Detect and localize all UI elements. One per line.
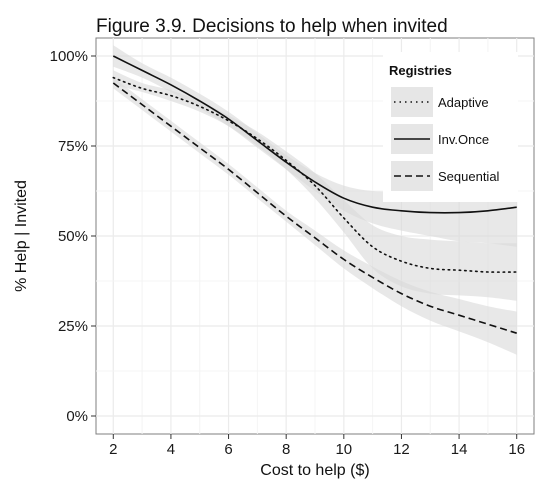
legend-label: Sequential xyxy=(438,169,500,184)
x-tick-label: 12 xyxy=(393,441,410,458)
y-tick-label: 100% xyxy=(50,48,88,65)
chart-title: Figure 3.9. Decisions to help when invit… xyxy=(96,16,448,37)
legend-title: Registries xyxy=(389,63,452,78)
x-tick-label: 14 xyxy=(451,441,468,458)
legend-item: Inv.Once xyxy=(391,124,489,154)
x-tick-label: 8 xyxy=(282,441,290,458)
legend-label: Adaptive xyxy=(438,95,489,110)
y-tick-label: 0% xyxy=(66,408,88,425)
legend: Registries Adaptive Inv.Once Sequential xyxy=(383,52,518,202)
y-tick-label: 25% xyxy=(58,318,88,335)
series-lines xyxy=(112,55,518,334)
series-line xyxy=(112,76,518,273)
axes: 2 4 6 8 10 12 14 16 0% 25% 50% 75% 100% xyxy=(50,48,525,458)
series-line xyxy=(112,82,517,334)
x-tick-label: 6 xyxy=(224,441,232,458)
legend-label: Inv.Once xyxy=(438,132,489,147)
confidence-band xyxy=(113,77,517,355)
x-tick-label: 10 xyxy=(335,441,352,458)
x-tick-label: 2 xyxy=(109,441,117,458)
y-tick-label: 50% xyxy=(58,228,88,245)
series-line xyxy=(112,55,517,214)
x-axis-title: Cost to help ($) xyxy=(260,462,369,479)
x-tick-label: 16 xyxy=(508,441,525,458)
legend-item: Adaptive xyxy=(391,87,489,117)
x-tick-label: 4 xyxy=(167,441,175,458)
y-axis-title: % Help | Invited xyxy=(13,180,30,292)
legend-item: Sequential xyxy=(391,161,500,191)
y-tick-label: 75% xyxy=(58,138,88,155)
